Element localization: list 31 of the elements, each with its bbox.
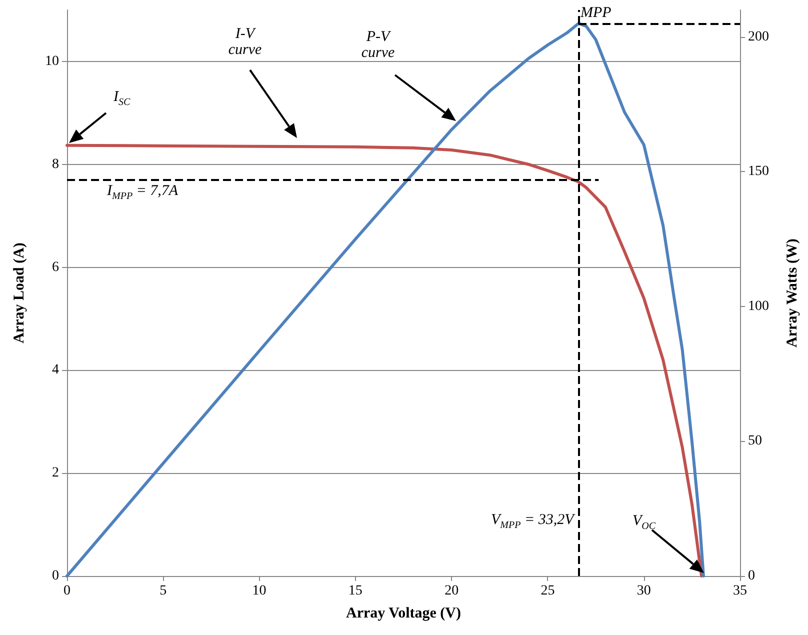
x-tick-label: 20	[444, 584, 459, 598]
x-axis-title: Array Voltage (V)	[346, 606, 461, 622]
x-tick-label: 5	[160, 584, 167, 598]
y2-tick-label: 200	[748, 29, 769, 44]
y-tick-label: 10	[45, 54, 59, 69]
y2-tick-label: 0	[748, 568, 755, 584]
x-tick-label: 10	[252, 584, 266, 598]
x-tick-label: 0	[64, 584, 70, 598]
y-axis-title: Array Load (A)	[12, 242, 28, 344]
line-series	[66, 144, 704, 578]
y-tick-label: 6	[52, 260, 59, 275]
y2-axis-title: Array Watts (W)	[784, 238, 800, 348]
y-tick-label: 8	[52, 156, 59, 172]
y2-tick-label: 150	[748, 164, 769, 180]
annotation: I-V curve	[227, 26, 263, 58]
y-tick-label: 4	[52, 362, 59, 378]
y-tick-label: 2	[52, 466, 59, 481]
y2-tick-label: 100	[748, 298, 769, 314]
ref-line-label: MPP	[580, 5, 612, 22]
y-tick-label: 0	[52, 568, 59, 584]
annotation: I$_{SC}$	[114, 89, 130, 110]
annotation: P-V curve	[360, 29, 396, 61]
line-series	[66, 22, 705, 578]
x-tick-label: 25	[540, 584, 555, 598]
ref-line-label: I$_{MPP}$ = 7,7A	[107, 182, 178, 204]
x-tick-label: 15	[348, 584, 362, 598]
x-tick-label: 35	[733, 584, 747, 598]
x-tick-label: 30	[636, 584, 651, 598]
y2-tick-label: 50	[748, 434, 762, 449]
annotation: V$_{OC}$	[632, 513, 656, 534]
annotation: V$_{MPP}$ = 33,2V	[491, 512, 574, 533]
